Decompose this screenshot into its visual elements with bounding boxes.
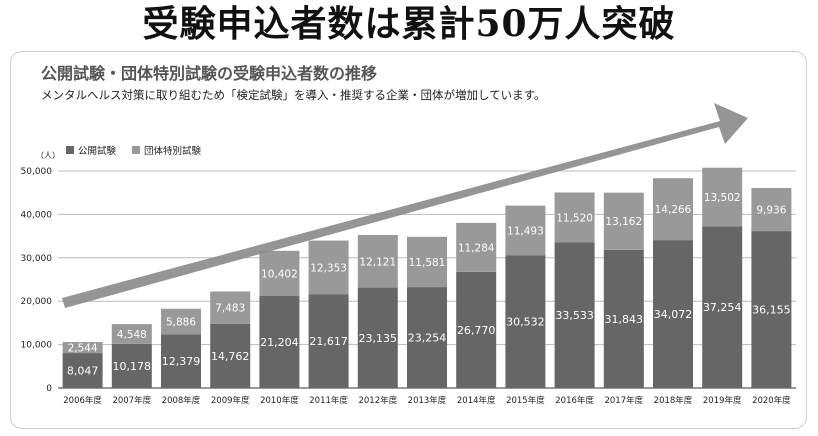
bar-segment: [702, 167, 743, 227]
x-tick-label: 2010年度: [260, 395, 299, 406]
y-tick-label: 50,000: [21, 167, 53, 177]
x-tick-label: 2012年度: [358, 395, 397, 406]
legend-entry: 団体特別試験: [144, 145, 202, 157]
bar-segment: [653, 178, 693, 241]
data-label: 11,581: [409, 257, 446, 269]
data-label: 5,886: [166, 317, 196, 329]
bar-segment: [603, 249, 644, 388]
bar-segment: [407, 236, 447, 288]
trend-arrow: [62, 103, 748, 308]
data-label: 31,843: [605, 313, 644, 326]
x-tick-label: 2007年度: [112, 395, 151, 406]
bar-segment: [308, 240, 349, 295]
bar-segment: [554, 192, 595, 243]
y-unit-label: （人）: [36, 151, 60, 160]
bar-segment: [210, 323, 251, 388]
bar-segment: [603, 192, 644, 250]
bar-segment: [456, 222, 497, 272]
bar-segment: [407, 287, 447, 388]
bar-segment: [702, 226, 743, 388]
bar-segment: [456, 271, 497, 388]
x-tick-label: 2014年度: [457, 395, 496, 406]
data-label: 14,762: [211, 350, 250, 363]
data-label: 9,936: [756, 205, 786, 217]
y-tick-label: 20,000: [21, 297, 53, 307]
data-label: 34,072: [654, 308, 693, 321]
bar-segment: [161, 334, 201, 388]
bar-segment: [505, 205, 546, 256]
headline: 受験申込者数は累計50万人突破: [142, 3, 676, 45]
bar-segment: [259, 250, 300, 296]
bar-segment: [62, 342, 103, 354]
x-tick-label: 2013年度: [408, 395, 447, 406]
legend-swatch: [132, 146, 140, 154]
bar-segment: [554, 242, 595, 388]
bar-segment: [161, 308, 201, 335]
data-label: 11,284: [458, 242, 495, 254]
legend-entry: 公開試験: [78, 145, 117, 157]
data-label: 36,155: [752, 304, 791, 317]
x-tick-label: 2008年度: [162, 395, 201, 406]
y-tick-label: 40,000: [21, 210, 53, 220]
data-label: 21,617: [309, 335, 348, 348]
data-label: 30,532: [506, 316, 545, 329]
bar-segment: [505, 255, 546, 388]
data-label: 13,502: [704, 192, 741, 204]
data-label: 12,121: [359, 256, 396, 268]
x-tick-label: 2017年度: [604, 395, 643, 406]
bar-segment: [357, 287, 398, 388]
data-label: 10,178: [113, 360, 152, 373]
x-tick-label: 2009年度: [211, 395, 250, 406]
x-tick-label: 2020年度: [752, 395, 791, 406]
data-label: 7,483: [215, 303, 245, 315]
x-tick-label: 2019年度: [703, 395, 742, 406]
y-tick-label: 30,000: [21, 254, 53, 264]
x-tick-label: 2016年度: [555, 395, 594, 406]
data-label: 23,135: [359, 332, 398, 345]
y-tick-label: 0: [46, 384, 52, 394]
bar-segment: [259, 295, 300, 388]
data-label: 12,353: [310, 262, 347, 274]
bar-segment: [751, 187, 792, 232]
data-label: 11,493: [507, 226, 544, 238]
x-tick-label: 2018年度: [654, 395, 693, 406]
chart-title: 公開試験・団体特別試験の受験申込者数の推移: [41, 64, 378, 83]
data-label: 8,047: [67, 365, 99, 378]
x-tick-label: 2011年度: [309, 395, 348, 406]
data-label: 33,533: [555, 309, 594, 322]
bar-segment: [751, 231, 792, 388]
bar-segment: [62, 353, 103, 388]
x-tick-label: 2015年度: [506, 395, 545, 406]
data-label: 10,402: [261, 268, 298, 280]
data-label: 21,204: [260, 336, 299, 349]
bar-segment: [357, 234, 398, 288]
x-tick-label: 2006年度: [63, 395, 102, 406]
data-label: 11,520: [556, 212, 593, 224]
legend-swatch: [66, 146, 74, 154]
data-label: 26,770: [457, 324, 496, 337]
bar-segment: [653, 240, 693, 388]
data-label: 14,266: [655, 204, 692, 216]
bar-segment: [111, 343, 152, 388]
data-label: 12,379: [162, 355, 201, 368]
chart-subtitle: メンタルヘルス対策に取り組むため「検定試験」を導入・推奨する企業・団体が増加して…: [41, 88, 546, 102]
bar-segment: [111, 324, 152, 344]
data-label: 23,254: [408, 332, 447, 345]
data-label: 2,544: [68, 343, 98, 355]
bar-segment: [210, 291, 251, 324]
data-label: 4,548: [117, 329, 147, 341]
data-label: 13,162: [605, 216, 642, 228]
y-tick-label: 10,000: [21, 341, 53, 351]
bar-segment: [308, 294, 349, 388]
data-label: 37,254: [703, 301, 742, 314]
